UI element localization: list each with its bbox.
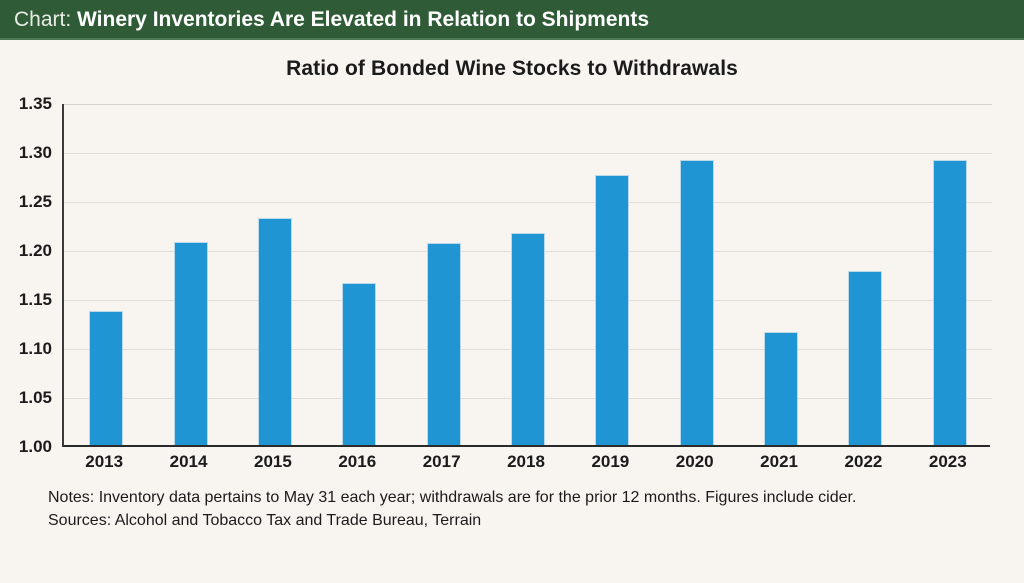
x-axis-tick-label-2023: 2023: [928, 452, 967, 471]
y-axis-tick-label: 1.10: [18, 339, 52, 358]
x-axis-tick-label-2022: 2022: [844, 452, 883, 471]
bar-2013[interactable]: [89, 310, 124, 445]
x-axis-tick-label-2015: 2015: [253, 452, 292, 471]
x-axis-tick-label-2019: 2019: [591, 452, 630, 471]
header-prefix: Chart:: [14, 8, 72, 31]
x-axis-tick-label-2014: 2014: [169, 452, 208, 471]
x-axis-tick-label-2018: 2018: [507, 452, 545, 471]
y-axis-tick-label: 1.05: [18, 388, 52, 407]
x-axis-tick-label-2013: 2013: [85, 452, 124, 471]
bar-2022[interactable]: [848, 270, 883, 445]
notes-line: Notes: Inventory data pertains to May 31…: [48, 489, 857, 506]
x-axis-tick-label-2020: 2020: [675, 452, 714, 471]
y-axis-tick-label: 1.35: [18, 94, 52, 113]
y-axis-tick-label: 1.20: [18, 241, 52, 260]
bar-2018[interactable]: [511, 233, 545, 445]
x-axis-tick-label-2016: 2016: [338, 452, 377, 471]
bar-2020[interactable]: [679, 159, 714, 445]
x-axis-tick-labels: 2013 2014 2015 2016 2017 2018 2019 2020 2021 2022…: [62, 452, 990, 476]
header-main-title: Winery Inventories Are Elevated in Relat…: [77, 8, 650, 31]
y-axis-tick-label: 1.00: [18, 437, 52, 456]
header-banner: Chart: Winery Inventories Are Elevated i…: [0, 0, 1024, 40]
bar-2021[interactable]: [764, 332, 799, 445]
plot-area-wrapper: [62, 104, 992, 447]
bar-2016[interactable]: [342, 283, 377, 445]
plot-area: [62, 104, 992, 447]
gridline: [64, 153, 992, 154]
bar-2014[interactable]: [173, 242, 208, 445]
chart-title: Ratio of Bonded Wine Stocks to Withdrawa…: [286, 57, 738, 80]
y-axis-tick-label: 1.30: [18, 143, 52, 162]
gridline: [64, 104, 992, 105]
x-axis-tick-label-2017: 2017: [422, 452, 461, 471]
y-axis-tick-label: 1.25: [18, 192, 52, 211]
y-axis-tick-labels: 1.00 1.05 1.10 1.15 1.20 1.25 1.30 1.35: [0, 94, 1024, 456]
gridline: [64, 202, 992, 203]
x-axis-tick-label-2021: 2021: [760, 452, 798, 471]
bar-2019[interactable]: [595, 174, 630, 445]
sources-line: Sources: Alcohol and Tobacco Tax and Tra…: [48, 512, 482, 529]
footnotes: Notes: Inventory data pertains to May 31…: [48, 486, 998, 532]
y-axis-tick-label: 1.15: [18, 290, 52, 309]
bar-2017[interactable]: [426, 243, 461, 445]
bar-2015[interactable]: [257, 217, 292, 445]
bar-2023[interactable]: [932, 159, 967, 445]
header-title: Chart: Winery Inventories Are Elevated i…: [14, 6, 649, 33]
